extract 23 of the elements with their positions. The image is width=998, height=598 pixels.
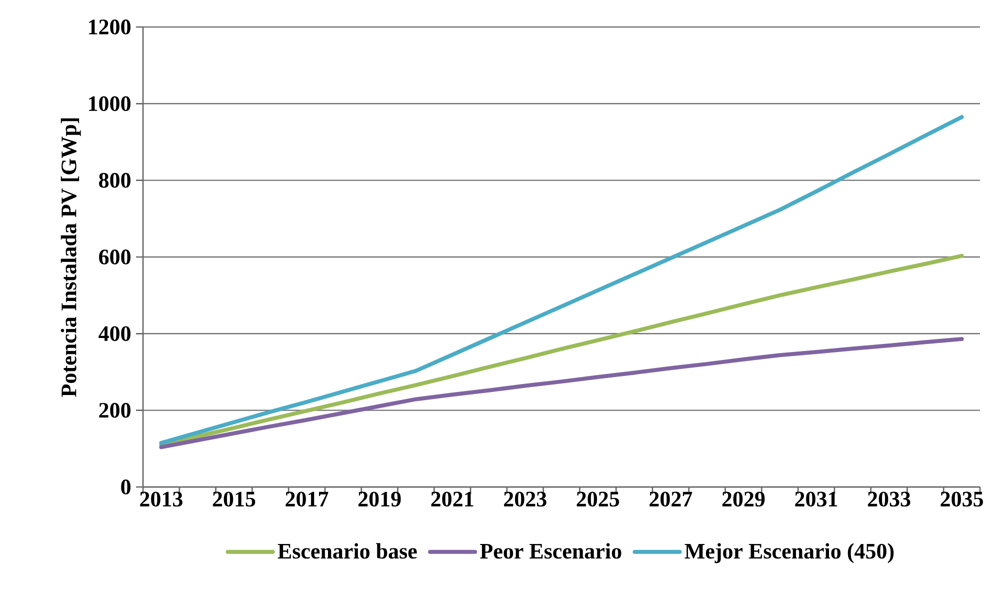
x-tick-label: 2025 xyxy=(576,492,620,507)
y-tick-label: 0 xyxy=(121,480,130,494)
legend-label: Mejor Escenario (450) xyxy=(684,543,894,564)
y-tick-label: 1200 xyxy=(89,20,130,34)
x-tick-label: 2023 xyxy=(504,492,546,507)
y-tick-label: 600 xyxy=(99,250,130,264)
y-axis-title: Potencia Instalada PV [GWp] xyxy=(60,118,81,397)
x-tick-label: 2029 xyxy=(722,492,765,507)
y-tick-label: 800 xyxy=(99,172,130,188)
x-tick-label: 2033 xyxy=(868,492,910,507)
x-tick-label: 2015 xyxy=(212,492,256,507)
x-tick-label: 2031 xyxy=(795,492,838,507)
x-tick-label: 2021 xyxy=(431,492,474,507)
x-tick-label: 2027 xyxy=(650,492,692,507)
x-tick-label: 2035 xyxy=(940,492,983,507)
x-tick-label: 2017 xyxy=(286,492,328,507)
x-tick-label: 2013 xyxy=(140,492,182,507)
y-tick-label: 1000 xyxy=(89,96,130,112)
x-tick-label: 2019 xyxy=(358,492,401,507)
legend-label: Peor Escenario xyxy=(480,543,622,559)
legend-label: Escenario base xyxy=(278,543,417,559)
y-tick-label: 200 xyxy=(99,402,130,418)
y-tick-label: 400 xyxy=(98,326,130,342)
